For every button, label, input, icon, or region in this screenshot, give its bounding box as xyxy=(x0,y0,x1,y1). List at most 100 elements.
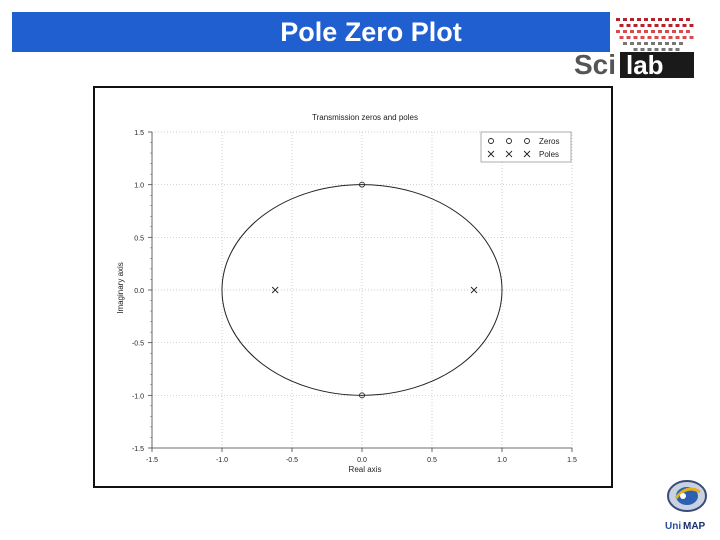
legend-label-zeros: Zeros xyxy=(539,137,559,146)
y-tick-label: 1.5 xyxy=(134,130,144,137)
scilab-dot xyxy=(675,24,680,27)
scilab-dot xyxy=(651,18,655,21)
scilab-dot xyxy=(633,48,638,51)
scilab-dot xyxy=(675,36,680,39)
scilab-dot xyxy=(619,36,624,39)
scilab-logo: Sci lab xyxy=(574,18,694,78)
scilab-dot xyxy=(626,24,631,27)
y-axis-label: Imaginary axis xyxy=(116,262,125,314)
scilab-dot xyxy=(633,36,638,39)
scilab-dot xyxy=(654,36,659,39)
scilab-logo-text-a: Sci xyxy=(574,49,616,78)
scilab-dot xyxy=(647,24,652,27)
scilab-dot xyxy=(668,36,673,39)
slide-title: Pole Zero Plot xyxy=(280,16,462,47)
zeros-marker xyxy=(359,392,365,399)
chart-title: Transmission zeros and poles xyxy=(312,113,418,122)
poles-marker xyxy=(470,286,478,294)
legend-zeros-marker xyxy=(488,138,494,144)
scilab-dot xyxy=(640,48,645,51)
scilab-dot xyxy=(640,24,645,27)
scilab-dot xyxy=(661,48,666,51)
scilab-dot xyxy=(644,18,648,21)
scilab-dot xyxy=(679,18,683,21)
poles-marker xyxy=(271,286,279,294)
x-tick-label: 0.0 xyxy=(357,457,367,464)
y-tick-label: -1.0 xyxy=(132,393,144,400)
x-tick-label: 1.0 xyxy=(497,457,507,464)
scilab-logo-box xyxy=(620,52,694,78)
scilab-dot xyxy=(651,30,655,33)
scilab-dot xyxy=(630,42,634,45)
scilab-dot xyxy=(640,36,645,39)
scilab-dot xyxy=(637,30,641,33)
scilab-dot xyxy=(668,48,673,51)
legend-poles-marker xyxy=(523,150,531,158)
unimap-logo-text-a: Uni xyxy=(665,521,681,532)
scilab-dot xyxy=(679,42,683,45)
scilab-dot xyxy=(686,18,690,21)
scilab-dot xyxy=(626,36,631,39)
scilab-dot xyxy=(679,30,683,33)
y-tick-label: 0.5 xyxy=(134,235,144,242)
scilab-dot xyxy=(630,30,634,33)
scilab-dot xyxy=(672,42,676,45)
scilab-dot xyxy=(682,24,687,27)
scilab-dot xyxy=(619,24,624,27)
y-tick-label: -1.5 xyxy=(132,446,144,453)
unit-circle xyxy=(221,184,503,396)
plot-frame: -1.5 -1.0 -0.5 0.0 0.5 1.0 1.5 1.5 1.0 0.5 0.0 -0.5… xyxy=(93,86,613,488)
unimap-logo: Uni MAP xyxy=(665,480,707,532)
scilab-dot xyxy=(689,36,694,39)
scilab-dot xyxy=(651,42,655,45)
legend-zeros-marker xyxy=(524,138,530,144)
y-tick-label: 0.0 xyxy=(134,288,144,295)
y-tick-label: 1.0 xyxy=(134,183,144,190)
scilab-dot xyxy=(644,30,648,33)
scilab-dot xyxy=(665,30,669,33)
scilab-dot xyxy=(658,18,662,21)
x-tick-label: -0.5 xyxy=(286,457,298,464)
x-tick-label: 1.5 xyxy=(567,457,577,464)
scilab-dot xyxy=(647,48,652,51)
zeros-marker xyxy=(359,181,365,188)
legend-poles-marker xyxy=(505,150,513,158)
scilab-dot xyxy=(686,30,690,33)
scilab-dot xyxy=(665,42,669,45)
legend-zeros-marker xyxy=(506,138,512,144)
scilab-logo-text-b: lab xyxy=(626,50,664,78)
scilab-dot xyxy=(672,18,676,21)
scilab-dot xyxy=(637,42,641,45)
scilab-dot xyxy=(630,18,634,21)
scilab-dot xyxy=(668,24,673,27)
scilab-dot xyxy=(654,48,659,51)
scilab-dot xyxy=(675,48,680,51)
y-tick-label: -0.5 xyxy=(132,341,144,348)
scilab-dot xyxy=(616,18,620,21)
scilab-dot xyxy=(665,18,669,21)
scilab-dot xyxy=(654,24,659,27)
unimap-emblem-icon xyxy=(667,480,707,512)
scilab-dot xyxy=(672,30,676,33)
scilab-dot xyxy=(637,18,641,21)
scilab-dot xyxy=(658,42,662,45)
x-axis-label: Real axis xyxy=(349,465,382,474)
pole-zero-chart: -1.5 -1.0 -0.5 0.0 0.5 1.0 1.5 1.5 1.0 0.5 0.0 -0.5… xyxy=(116,113,577,474)
legend-label-poles: Poles xyxy=(539,150,559,159)
scilab-dot xyxy=(623,30,627,33)
unimap-logo-text-b: MAP xyxy=(683,521,706,532)
scilab-dot xyxy=(658,30,662,33)
x-tick-label: -1.5 xyxy=(146,457,158,464)
x-tick-label: -1.0 xyxy=(216,457,228,464)
scilab-dot xyxy=(633,24,638,27)
scilab-dot-pattern xyxy=(616,18,694,51)
x-tick-label: 0.5 xyxy=(427,457,437,464)
scilab-dot xyxy=(647,36,652,39)
scilab-dot xyxy=(689,24,694,27)
scilab-dot xyxy=(661,36,666,39)
scilab-dot xyxy=(623,18,627,21)
slide-title-bar: Pole Zero Plot xyxy=(12,12,610,52)
scilab-dot xyxy=(623,42,627,45)
scilab-dot xyxy=(616,30,620,33)
legend-poles-marker xyxy=(487,150,495,158)
